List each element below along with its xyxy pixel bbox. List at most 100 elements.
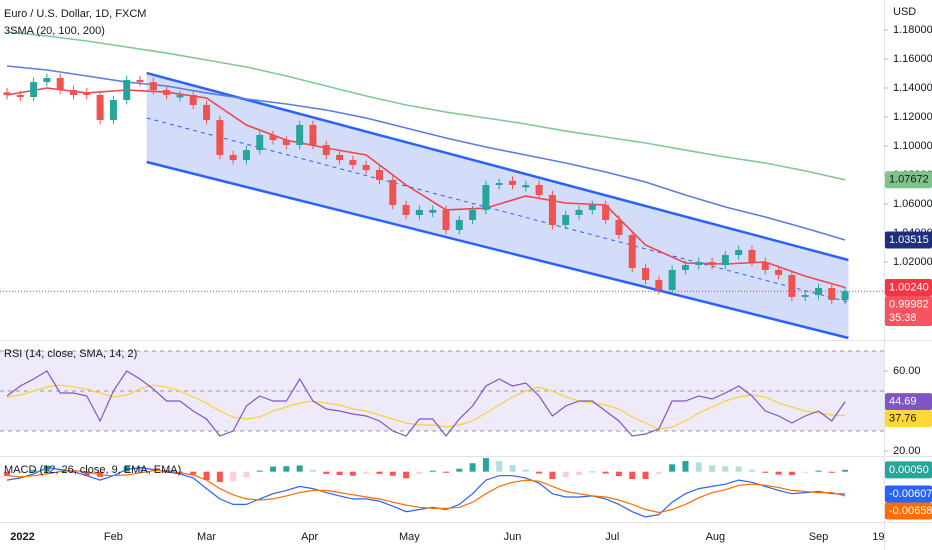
candle-body	[708, 261, 716, 266]
price-badge	[885, 485, 932, 503]
histogram-bar	[788, 471, 795, 475]
indicator-line	[6, 370, 846, 437]
histogram-bar	[828, 471, 835, 473]
channel-lower	[146, 160, 849, 340]
price-badge-label: 44.69	[889, 396, 917, 408]
histogram-bar	[456, 468, 463, 472]
x-tick-label: Feb	[104, 531, 123, 543]
y-tick-label: 1.14000	[893, 82, 932, 94]
candle-body	[83, 92, 91, 95]
candle-body	[269, 134, 277, 141]
moving-average	[6, 65, 846, 241]
candle-body	[735, 249, 743, 256]
y-tick-label: 1.02000	[893, 256, 932, 268]
candle-body	[775, 269, 783, 276]
indicator-title: 3SMA (20, 100, 200)	[4, 25, 105, 37]
candle-body	[149, 82, 157, 91]
histogram-bar	[469, 463, 476, 472]
candle-body	[56, 78, 64, 91]
candle-body	[801, 295, 809, 297]
candle-body	[575, 209, 583, 216]
candle-body	[748, 249, 756, 262]
histogram-bar	[376, 471, 383, 474]
candle-body	[469, 209, 477, 220]
candle-body	[535, 185, 543, 196]
histogram-bar	[629, 471, 636, 480]
histogram-bar	[296, 465, 303, 472]
price-badge	[885, 279, 932, 297]
candle-body	[522, 185, 530, 188]
candle-body	[509, 180, 517, 186]
histogram-bar	[536, 471, 543, 474]
candle-body	[402, 205, 410, 216]
x-tick-label: Jun	[504, 531, 522, 543]
candle-body	[229, 154, 237, 161]
candle-body	[16, 94, 24, 97]
histogram-bar	[762, 471, 769, 473]
histogram-bar	[17, 471, 24, 473]
histogram-bar	[735, 466, 742, 472]
y-tick-label: 1.18000	[893, 24, 932, 36]
price-badge-label: 1.00240	[889, 281, 929, 293]
x-tick-label: Sep	[809, 531, 829, 543]
candle-body	[429, 209, 437, 213]
candle-body	[788, 275, 796, 297]
candle-body	[602, 205, 610, 220]
histogram-bar	[216, 471, 223, 482]
pane	[0, 31, 884, 340]
histogram-bar	[363, 471, 370, 474]
price-badge-label: 0.99982	[889, 298, 929, 310]
histogram-bar	[509, 465, 516, 472]
candle-body	[562, 215, 570, 226]
candle-body	[70, 90, 78, 95]
histogram-bar	[283, 466, 290, 472]
indicator-line	[6, 384, 846, 430]
y-tick-label: 1.12000	[893, 111, 932, 123]
histogram-bar	[615, 471, 622, 477]
histogram-bar	[669, 464, 676, 472]
histogram-bar	[642, 471, 649, 480]
histogram-bar	[416, 471, 423, 474]
histogram-bar	[83, 471, 90, 476]
macd-title: MACD (12, 26, close, 9, EMA, EMA)	[4, 464, 181, 476]
candle-body	[296, 124, 304, 145]
price-badge-label: -0.00658	[889, 505, 932, 517]
histogram-bar	[602, 471, 609, 474]
histogram-bar	[43, 465, 50, 472]
candle-body	[482, 185, 490, 210]
histogram-bar	[482, 458, 489, 472]
histogram-bar	[549, 471, 556, 480]
histogram-bar	[682, 461, 689, 472]
candle-body	[442, 209, 450, 230]
currency-label: USD	[893, 6, 916, 18]
candle-body	[189, 94, 197, 105]
label-layer: Euro / U.S. Dollar, 1D, FXCM 3SMA (20, 1…	[4, 6, 916, 476]
candle-body	[375, 170, 383, 180]
histogram-bar	[309, 469, 316, 472]
candle-body	[96, 94, 104, 121]
plot-layer: 1.180001.160001.140001.120001.100001.080…	[0, 24, 932, 543]
candle-body	[761, 261, 769, 270]
x-tick-label: 19	[872, 531, 884, 543]
histogram-bar	[270, 466, 277, 472]
x-tick-label: 2022	[10, 531, 34, 543]
candle-body	[43, 78, 51, 83]
candle-body	[242, 150, 250, 161]
x-tick-label: Mar	[197, 531, 216, 543]
x-tick-label: Jul	[605, 531, 619, 543]
histogram-bar	[97, 471, 104, 477]
candle-body	[389, 179, 397, 206]
histogram-bar	[709, 465, 716, 472]
candle-body	[203, 104, 211, 121]
histogram-bar	[389, 471, 396, 476]
x-tick-label: Apr	[301, 531, 318, 543]
channel-middle	[146, 117, 849, 303]
candle-body	[628, 235, 636, 268]
candle-body	[256, 134, 264, 151]
candle-body	[721, 255, 729, 266]
price-badge-label: 0.00050	[889, 464, 929, 476]
price-badge	[885, 502, 932, 520]
candle-body	[548, 195, 556, 226]
